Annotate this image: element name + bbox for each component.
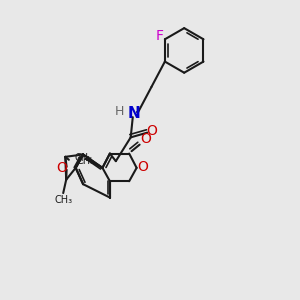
- Text: O: O: [141, 132, 152, 146]
- Text: O: O: [56, 161, 67, 175]
- Text: O: O: [138, 160, 148, 174]
- Text: H: H: [115, 105, 124, 118]
- Text: F: F: [155, 29, 164, 43]
- Text: O: O: [147, 124, 158, 138]
- Text: CH₃: CH₃: [76, 156, 94, 166]
- Text: CH₃: CH₃: [75, 153, 93, 163]
- Text: CH₃: CH₃: [55, 195, 73, 205]
- Text: N: N: [127, 106, 140, 121]
